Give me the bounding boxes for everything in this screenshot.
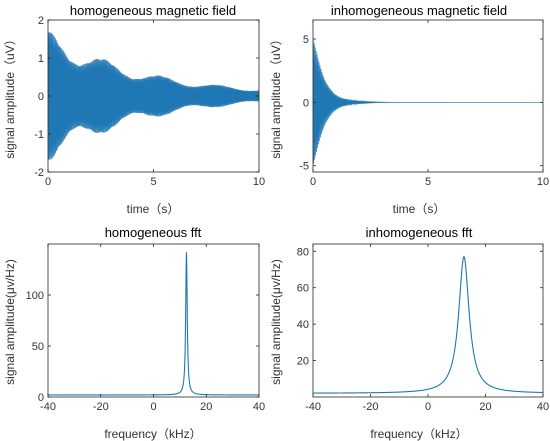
x-tick-label: 10 (253, 176, 265, 188)
x-tick-label: -20 (363, 401, 379, 413)
plot-area: -40 -20 0 20 40 20 40 60 80 (297, 243, 549, 413)
y-axis-label: signal amplitude(μv/Hz) (269, 259, 283, 385)
y-axis-label: signal amplitude（uV） (3, 33, 17, 158)
x-axis-label: time（s） (127, 202, 180, 216)
y-tick-label: 20 (297, 356, 309, 368)
chart-title: inhomogeneous magnetic field (331, 3, 507, 18)
series-line (48, 32, 259, 160)
series-line (313, 38, 543, 164)
panel-inhomogeneous-fft: inhomogeneous fft -40 -20 0 20 40 20 40 60 80 fr… (269, 225, 549, 441)
x-tick-label: -40 (40, 401, 56, 413)
x-tick-label: 20 (200, 401, 212, 413)
x-tick-label: 40 (537, 401, 549, 413)
x-tick-label: 10 (537, 176, 549, 188)
x-axis-label: time（s） (393, 202, 446, 216)
y-tick-label: 0 (38, 91, 44, 103)
x-tick-label: 5 (425, 176, 431, 188)
y-tick-label: 40 (297, 319, 309, 331)
plot-area: -40 -20 0 20 40 0 50 100 (26, 243, 265, 413)
y-tick-label: 50 (32, 341, 44, 353)
series-line (48, 252, 259, 396)
chart-title: inhomogeneous fft (366, 225, 473, 240)
x-tick-label: 20 (479, 401, 491, 413)
y-tick-label: 0 (38, 392, 44, 404)
y-tick-label: 80 (297, 246, 309, 258)
plot-area: 0 5 10 -2 -1 0 1 2 (34, 15, 265, 188)
plot-area: 0 5 10-505 (299, 19, 549, 188)
y-tick-label: 1 (38, 53, 44, 65)
y-tick-label: -5 (299, 161, 309, 173)
x-tick-label: -20 (93, 401, 109, 413)
y-tick-label: 0 (303, 97, 309, 109)
x-tick-label: 40 (253, 401, 265, 413)
x-tick-label: 0 (150, 401, 156, 413)
series-line (313, 255, 543, 394)
panel-inhomogeneous-time: inhomogeneous magnetic field 0 5 10-505 ti… (269, 3, 549, 216)
axes-frame (312, 243, 544, 398)
y-axis-label: signal amplitude（uV） (269, 33, 283, 158)
x-tick-label: -40 (305, 401, 321, 413)
y-tick-label: -1 (34, 129, 44, 141)
y-tick-label: 5 (303, 34, 309, 46)
x-tick-label: 0 (45, 176, 51, 188)
x-axis-label: frequency（kHz） (370, 427, 467, 441)
axes-frame (47, 243, 260, 398)
x-tick-label: 0 (425, 401, 431, 413)
axes-frame (312, 19, 544, 173)
x-tick-label: 5 (150, 176, 156, 188)
panel-homogeneous-time: homogeneous magnetic field 0 5 10 -2 -1 0 1 2 t… (3, 3, 265, 216)
x-tick-label: 0 (310, 176, 316, 188)
x-axis-label: frequency（kHz） (104, 427, 201, 441)
y-tick-label: -2 (34, 167, 44, 179)
y-tick-label: 60 (297, 283, 309, 295)
chart-title: homogeneous fft (105, 225, 202, 240)
chart-title: homogeneous magnetic field (70, 3, 236, 18)
y-tick-label: 2 (38, 15, 44, 27)
y-axis-label: signal amplitude(μv/Hz) (3, 259, 17, 385)
y-tick-label: 100 (26, 290, 44, 302)
panel-homogeneous-fft: homogeneous fft -40 -20 0 20 40 0 50 100 freque… (3, 225, 265, 441)
